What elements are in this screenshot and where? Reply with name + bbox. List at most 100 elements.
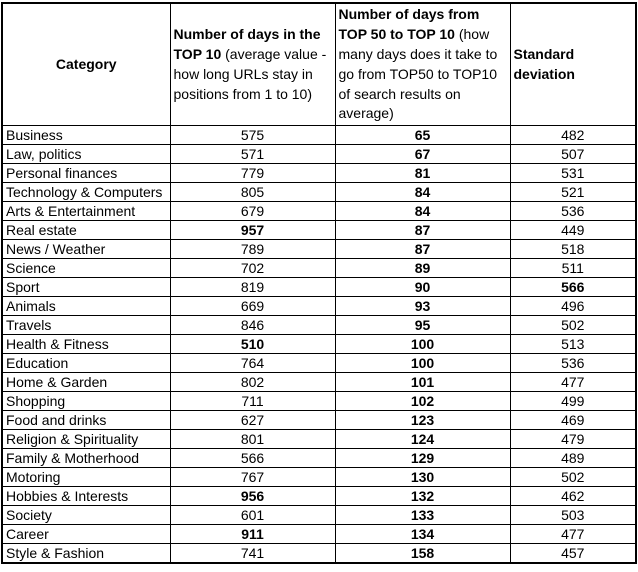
header-days-top50-top10-bold-part: Number of days from TOP 50 to TOP 10	[338, 6, 480, 42]
table-row: Real estate 957 87 449	[1, 220, 637, 241]
days-top10-cell: 601	[169, 505, 336, 526]
header-days-top10-normal-part: (average value - how long URLs stay in p…	[173, 45, 327, 102]
days-top50-top10-cell: 100	[334, 334, 511, 355]
category-cell: Education	[1, 353, 171, 374]
std-dev-cell: 507	[509, 144, 637, 165]
days-top10-cell: 801	[169, 429, 336, 450]
header-category: Category	[1, 2, 171, 127]
days-top50-top10-cell: 133	[334, 505, 511, 526]
table-row: Science 702 89 511	[1, 258, 637, 279]
category-cell: Style & Fashion	[1, 543, 171, 564]
table-row: Society 601 133 503	[1, 505, 637, 526]
days-top10-cell: 911	[169, 524, 336, 545]
days-top50-top10-cell: 124	[334, 429, 511, 450]
table-row: Sport 819 90 566	[1, 277, 637, 298]
days-top50-top10-cell: 130	[334, 467, 511, 488]
std-dev-cell: 566	[509, 277, 637, 298]
category-cell: Sport	[1, 277, 171, 298]
std-dev-cell: 511	[509, 258, 637, 279]
std-dev-cell: 536	[509, 201, 637, 222]
table-row: Family & Motherhood 566 129 489	[1, 448, 637, 469]
category-cell: Society	[1, 505, 171, 526]
days-top10-cell: 819	[169, 277, 336, 298]
category-cell: Motoring	[1, 467, 171, 488]
days-top10-cell: 575	[169, 125, 336, 146]
table-row: Career 911 134 477	[1, 524, 637, 545]
days-top10-cell: 627	[169, 410, 336, 431]
std-dev-cell: 477	[509, 372, 637, 393]
table-row: Religion & Spirituality 801 124 479	[1, 429, 637, 450]
std-dev-cell: 536	[509, 353, 637, 374]
table-row: Health & Fitness 510 100 513	[1, 334, 637, 355]
category-cell: Travels	[1, 315, 171, 336]
table-header: Category Number of days in the TOP 10 (a…	[1, 2, 637, 127]
days-top10-cell: 956	[169, 486, 336, 507]
category-cell: Science	[1, 258, 171, 279]
days-top50-top10-cell: 132	[334, 486, 511, 507]
std-dev-cell: 479	[509, 429, 637, 450]
days-top10-cell: 957	[169, 220, 336, 241]
category-cell: Food and drinks	[1, 410, 171, 431]
days-top10-cell: 846	[169, 315, 336, 336]
std-dev-cell: 521	[509, 182, 637, 203]
std-dev-cell: 449	[509, 220, 637, 241]
table-row: Business 575 65 482	[1, 125, 637, 146]
category-cell: Arts & Entertainment	[1, 201, 171, 222]
days-top10-cell: 767	[169, 467, 336, 488]
days-top50-top10-cell: 87	[334, 220, 511, 241]
table-row: Motoring 767 130 502	[1, 467, 637, 488]
std-dev-cell: 502	[509, 467, 637, 488]
table-row: Food and drinks 627 123 469	[1, 410, 637, 431]
days-top10-cell: 702	[169, 258, 336, 279]
category-cell: Law, politics	[1, 144, 171, 165]
std-dev-cell: 502	[509, 315, 637, 336]
category-cell: Hobbies & Interests	[1, 486, 171, 507]
days-top50-top10-cell: 87	[334, 239, 511, 260]
table-row: Arts & Entertainment 679 84 536	[1, 201, 637, 222]
days-top50-top10-cell: 101	[334, 372, 511, 393]
std-dev-cell: 503	[509, 505, 637, 526]
days-top10-cell: 669	[169, 296, 336, 317]
days-top50-top10-cell: 134	[334, 524, 511, 545]
days-top10-cell: 510	[169, 334, 336, 355]
days-top50-top10-cell: 84	[334, 182, 511, 203]
std-dev-cell: 462	[509, 486, 637, 507]
std-dev-cell: 457	[509, 543, 637, 564]
category-cell: Personal finances	[1, 163, 171, 184]
days-top50-top10-cell: 89	[334, 258, 511, 279]
days-top10-cell: 805	[169, 182, 336, 203]
table-row: Home & Garden 802 101 477	[1, 372, 637, 393]
category-cell: Home & Garden	[1, 372, 171, 393]
category-cell: Shopping	[1, 391, 171, 412]
header-days-top50-top10-normal-part: (how many days does it take to go from T…	[338, 25, 498, 122]
table-row: News / Weather 789 87 518	[1, 239, 637, 260]
table-row: Shopping 711 102 499	[1, 391, 637, 412]
header-days-top50-top10: Number of days from TOP 50 to TOP 10 (ho…	[334, 2, 511, 127]
header-row: Category Number of days in the TOP 10 (a…	[1, 2, 637, 127]
std-dev-cell: 482	[509, 125, 637, 146]
table-row: Personal finances 779 81 531	[1, 163, 637, 184]
days-top10-cell: 566	[169, 448, 336, 469]
table-row: Style & Fashion 741 158 457	[1, 543, 637, 564]
days-top10-cell: 802	[169, 372, 336, 393]
category-cell: Business	[1, 125, 171, 146]
category-cell: Religion & Spirituality	[1, 429, 171, 450]
days-top50-top10-cell: 84	[334, 201, 511, 222]
table-row: Technology & Computers 805 84 521	[1, 182, 637, 203]
std-dev-cell: 531	[509, 163, 637, 184]
category-cell: Health & Fitness	[1, 334, 171, 355]
days-top50-top10-cell: 158	[334, 543, 511, 564]
days-top10-cell: 711	[169, 391, 336, 412]
std-dev-cell: 496	[509, 296, 637, 317]
std-dev-cell: 499	[509, 391, 637, 412]
table-row: Animals 669 93 496	[1, 296, 637, 317]
std-dev-cell: 513	[509, 334, 637, 355]
category-cell: Family & Motherhood	[1, 448, 171, 469]
days-top50-top10-cell: 93	[334, 296, 511, 317]
category-cell: Animals	[1, 296, 171, 317]
days-top10-cell: 789	[169, 239, 336, 260]
std-dev-cell: 489	[509, 448, 637, 469]
days-top10-cell: 571	[169, 144, 336, 165]
category-cell: Technology & Computers	[1, 182, 171, 203]
